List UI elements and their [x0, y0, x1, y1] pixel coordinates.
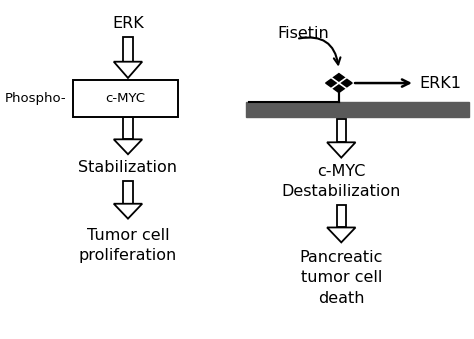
- Text: Fisetin: Fisetin: [277, 26, 329, 41]
- Text: Pancreatic: Pancreatic: [300, 250, 383, 265]
- Polygon shape: [114, 204, 142, 219]
- Text: tumor cell: tumor cell: [301, 271, 382, 285]
- Text: Phospho-: Phospho-: [5, 92, 66, 105]
- Text: Destabilization: Destabilization: [282, 184, 401, 199]
- Text: ERK: ERK: [112, 16, 144, 31]
- Text: Stabilization: Stabilization: [79, 160, 177, 175]
- Polygon shape: [123, 117, 133, 139]
- Bar: [246, 102, 469, 117]
- Text: death: death: [318, 291, 365, 306]
- Polygon shape: [337, 205, 346, 227]
- FancyBboxPatch shape: [73, 80, 178, 117]
- Polygon shape: [114, 62, 142, 78]
- Polygon shape: [327, 227, 356, 242]
- Text: c-MYC: c-MYC: [106, 92, 146, 105]
- Polygon shape: [123, 37, 133, 62]
- Polygon shape: [114, 139, 142, 154]
- Polygon shape: [327, 142, 356, 158]
- Text: proliferation: proliferation: [79, 248, 177, 263]
- Text: ERK1: ERK1: [419, 76, 462, 91]
- Polygon shape: [337, 119, 346, 142]
- Polygon shape: [123, 181, 133, 204]
- Text: c-MYC: c-MYC: [317, 164, 365, 179]
- Text: Tumor cell: Tumor cell: [87, 228, 169, 243]
- Polygon shape: [326, 74, 352, 93]
